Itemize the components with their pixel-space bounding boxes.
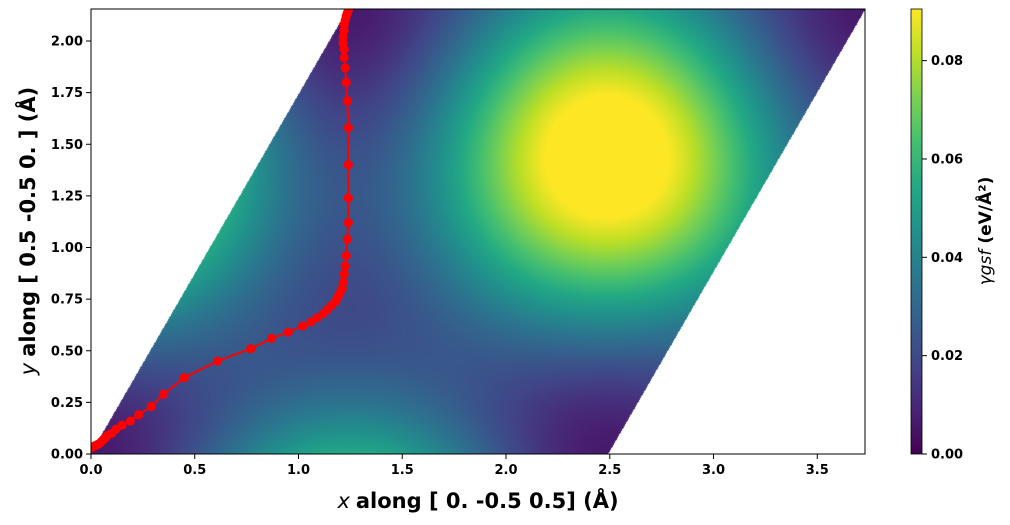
y-tick-label: 2.00 [51, 35, 83, 50]
colorbar-tick-label: 0.02 [931, 349, 963, 364]
path-point [159, 389, 169, 399]
path-point [117, 420, 127, 430]
path-point [283, 327, 293, 337]
y-tick-label: 1.50 [51, 138, 83, 153]
x-axis-label: x along [ 0. -0.5 0.5] (Å) [336, 488, 618, 513]
colorbar-tick-label: 0.06 [931, 152, 963, 167]
path-point [343, 123, 353, 133]
colorbar-axis: 0.00 0.02 0.04 0.06 0.08 [922, 54, 963, 463]
x-tick-label: 3.5 [806, 463, 829, 478]
colorbar-label: γgsf (eV/Å²) [973, 177, 996, 286]
path-point [343, 193, 353, 203]
x-tick-label: 1.5 [391, 463, 414, 478]
plot-area [91, 9, 865, 454]
y-tick-label: 0.50 [51, 344, 83, 359]
path-point [343, 160, 353, 170]
colorbar-tick-label: 0.00 [931, 448, 963, 463]
y-axis-label: y along [ 0.5 -0.5 0. ] (Å) [15, 87, 40, 376]
x-tick-label: 2.5 [598, 463, 621, 478]
colorbar-tick-label: 0.08 [931, 54, 963, 69]
x-tick-label: 0.5 [183, 463, 206, 478]
path-point [341, 77, 351, 87]
path-point [146, 401, 156, 412]
path-point [340, 261, 350, 271]
y-tick-label: 1.00 [51, 241, 83, 256]
path-point [266, 333, 277, 343]
y-tick-label: 0.75 [51, 293, 83, 308]
colorbar-tick-label: 0.04 [931, 251, 963, 266]
path-point [339, 269, 349, 279]
y-axis-label-text: along [ 0.5 -0.5 0. ] (Å) [15, 87, 40, 357]
y-tick-label: 0.25 [51, 396, 83, 411]
x-axis-variable: x [336, 489, 350, 513]
y-axis-variable: y [16, 362, 40, 376]
path-point [340, 63, 350, 73]
x-axis: 0.0 0.5 1.0 1.5 2.0 2.5 3.0 3.5 [79, 454, 829, 478]
colorbar [910, 8, 923, 455]
y-tick-label: 0.00 [51, 448, 83, 463]
path-point [179, 373, 189, 383]
x-tick-label: 2.0 [494, 463, 517, 478]
path-point [341, 251, 351, 261]
plot-frame [90, 8, 866, 455]
y-axis: 0.00 0.25 0.50 0.75 1.00 1.25 1.50 1.75 2.00 [51, 35, 91, 463]
x-tick-label: 3.0 [702, 463, 725, 478]
x-axis-label-text: along [ 0. -0.5 0.5] (Å) [356, 488, 619, 513]
path-point [298, 321, 308, 331]
path-point [212, 356, 223, 366]
path-point [343, 218, 353, 228]
path-point [338, 278, 348, 288]
path-point [342, 96, 352, 106]
path-point [246, 344, 256, 354]
gamma-surface-heatmap [91, 9, 865, 454]
colorbar-variable: γgsf [976, 247, 996, 286]
x-tick-label: 0.0 [79, 463, 102, 478]
x-tick-label: 1.0 [287, 463, 310, 478]
path-point [134, 410, 144, 420]
mep-path-series [91, 9, 353, 453]
y-tick-label: 1.75 [51, 86, 83, 101]
path-point [342, 234, 352, 244]
path-point [343, 9, 353, 15]
path-point [339, 52, 349, 63]
colorbar-unit: (eV/Å²) [973, 177, 996, 244]
path-point [125, 416, 136, 426]
y-tick-label: 1.25 [51, 189, 83, 204]
